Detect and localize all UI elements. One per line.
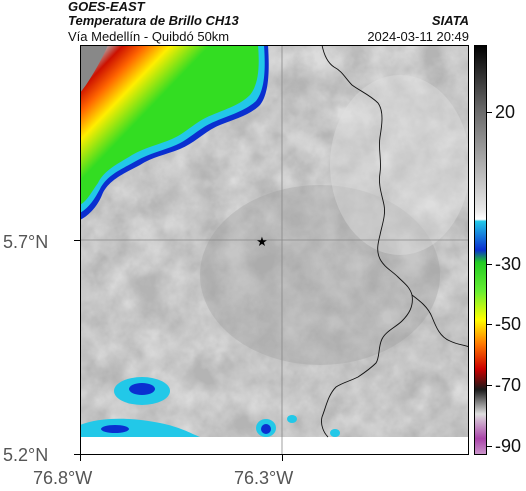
star-marker: ★ — [256, 234, 268, 249]
colorbar-tick-label: -50 — [495, 314, 522, 335]
colorbar-tick-mark — [487, 111, 492, 113]
y-tick-5-2N: 5.2°N — [3, 445, 49, 465]
cloud-top-gray — [80, 45, 108, 93]
cold-blob-2-core — [101, 425, 129, 433]
colorbar-border — [474, 45, 487, 455]
x-tick-76-8W: 76.8°W — [33, 468, 93, 488]
colorbar-tick-label: -30 — [495, 253, 522, 274]
colorbar-tick-label: -90 — [495, 435, 522, 456]
colorbar-tick-mark — [487, 445, 492, 447]
y-tick-mark-5-2N — [74, 454, 80, 455]
x-tick-mark-76-8W — [80, 455, 81, 461]
y-tick-mark-5-7N — [74, 240, 80, 241]
colorbar-tick-label: -70 — [495, 375, 522, 396]
product-title: Temperatura de Brillo CH13 — [68, 13, 239, 28]
datetime-label: 2024-03-11 20:49 — [367, 29, 469, 44]
cold-cloud-core — [80, 45, 259, 205]
lighter-gray-region — [330, 75, 469, 255]
department-border — [321, 45, 413, 296]
darker-gray-region — [200, 185, 440, 365]
map-border — [80, 45, 469, 455]
cold-blob-4 — [287, 415, 297, 423]
temperature-colorbar — [474, 45, 487, 455]
organization-label: SIATA — [431, 13, 469, 28]
x-tick-mark-76-3W — [282, 455, 283, 461]
cold-blob-5 — [330, 429, 340, 437]
x-tick-76-3W: 76.3°W — [234, 468, 294, 488]
cold-blob-1-core — [129, 383, 155, 395]
satellite-title: GOES-EAST — [68, 0, 145, 14]
y-tick-5-7N: 5.7°N — [3, 232, 49, 252]
route-subtitle: Vía Medellín - Quibdó 50km — [68, 29, 230, 44]
colorbar-tick-label: 20 — [495, 101, 516, 122]
cold-blob-3-core — [261, 424, 271, 434]
colorbar-tick-mark — [487, 263, 492, 265]
blank-strip — [80, 437, 469, 455]
department-border-2 — [321, 294, 413, 438]
brightness-temperature-map: ★ — [80, 45, 469, 455]
colorbar-tick-mark — [487, 324, 492, 326]
department-border-3 — [411, 294, 469, 348]
colorbar-gradient — [474, 45, 487, 455]
colorbar-tick-mark — [487, 385, 492, 387]
